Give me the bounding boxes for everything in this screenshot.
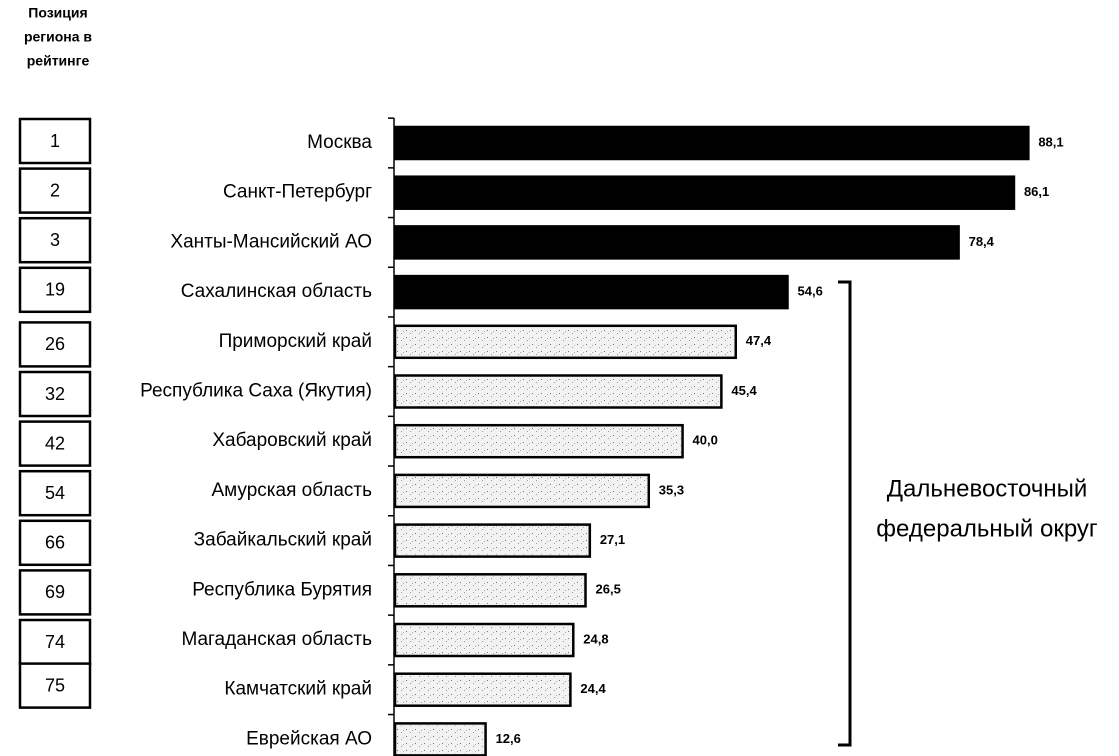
rank-box (18, 370, 92, 418)
category-label: Приморский край (219, 331, 372, 352)
rank-box (18, 167, 92, 214)
bar-texture (397, 327, 734, 356)
bar-texture (397, 427, 681, 456)
value-label: 86,1 (1024, 184, 1049, 199)
rank-box (18, 662, 92, 709)
rank-box (18, 216, 92, 264)
rank: 74 (45, 632, 65, 652)
rank: 3 (50, 230, 60, 250)
value-label: 24,4 (580, 681, 606, 696)
rank-box (18, 117, 92, 165)
category-label: Еврейская АО (246, 728, 372, 749)
rank-box (18, 569, 92, 616)
bar-texture (397, 476, 647, 505)
bar-texture (397, 675, 569, 704)
value-label: 88,1 (1038, 134, 1063, 149)
rank: 75 (45, 675, 65, 695)
annotation: федеральный округ (876, 515, 1098, 542)
rank-header: региона в (24, 29, 92, 45)
value-label: 26,5 (596, 582, 621, 597)
rank: 19 (45, 280, 65, 300)
category-label: Республика Бурятия (192, 579, 372, 600)
category-label: Ханты-Мансийский АО (170, 231, 372, 252)
rank-header: Позиция (28, 5, 87, 21)
rank-header: рейтинге (27, 53, 90, 69)
value-label: 12,6 (496, 731, 521, 746)
rank: 54 (45, 483, 65, 503)
rank: 26 (45, 334, 65, 354)
rank: 2 (50, 180, 60, 200)
value-label: 24,8 (583, 631, 608, 646)
category-label: Забайкальский край (194, 530, 372, 551)
rank: 32 (45, 384, 65, 404)
value-label: 45,4 (731, 383, 757, 398)
category-label: Камчатский край (224, 679, 372, 700)
value-label: 27,1 (600, 532, 625, 547)
category-label: Республика Саха (Якутия) (140, 381, 372, 402)
rank: 42 (45, 433, 65, 453)
bar (393, 125, 1030, 161)
bar-texture (397, 377, 720, 406)
bar (393, 225, 960, 260)
rank-box (18, 321, 92, 368)
category-label: Магаданская область (181, 629, 372, 650)
rank: 69 (45, 582, 65, 602)
rank-box (18, 469, 92, 517)
rank-box (18, 420, 92, 467)
bar (393, 274, 789, 310)
value-label: 47,4 (746, 333, 772, 348)
rank: 1 (50, 131, 60, 151)
category-label: Хабаровский край (212, 430, 372, 451)
category-label: Амурская область (211, 480, 372, 501)
rank: 66 (45, 533, 65, 553)
value-label: 40,0 (693, 433, 718, 448)
bar-texture (397, 725, 484, 754)
annotation: Дальневосточный (887, 475, 1088, 502)
bracket (838, 280, 852, 747)
bar-texture (397, 576, 584, 605)
value-label: 78,4 (969, 234, 995, 249)
category-label: Сахалинская область (181, 281, 372, 302)
rank-box (18, 266, 92, 314)
value-label: 35,3 (659, 482, 684, 497)
bar-texture (397, 526, 588, 555)
value-label: 54,6 (798, 284, 823, 299)
category-label: Санкт-Петербург (223, 182, 372, 203)
bar-texture (397, 626, 572, 654)
category-label: Москва (307, 132, 372, 153)
bar (393, 175, 1016, 210)
rank-box (18, 519, 92, 567)
